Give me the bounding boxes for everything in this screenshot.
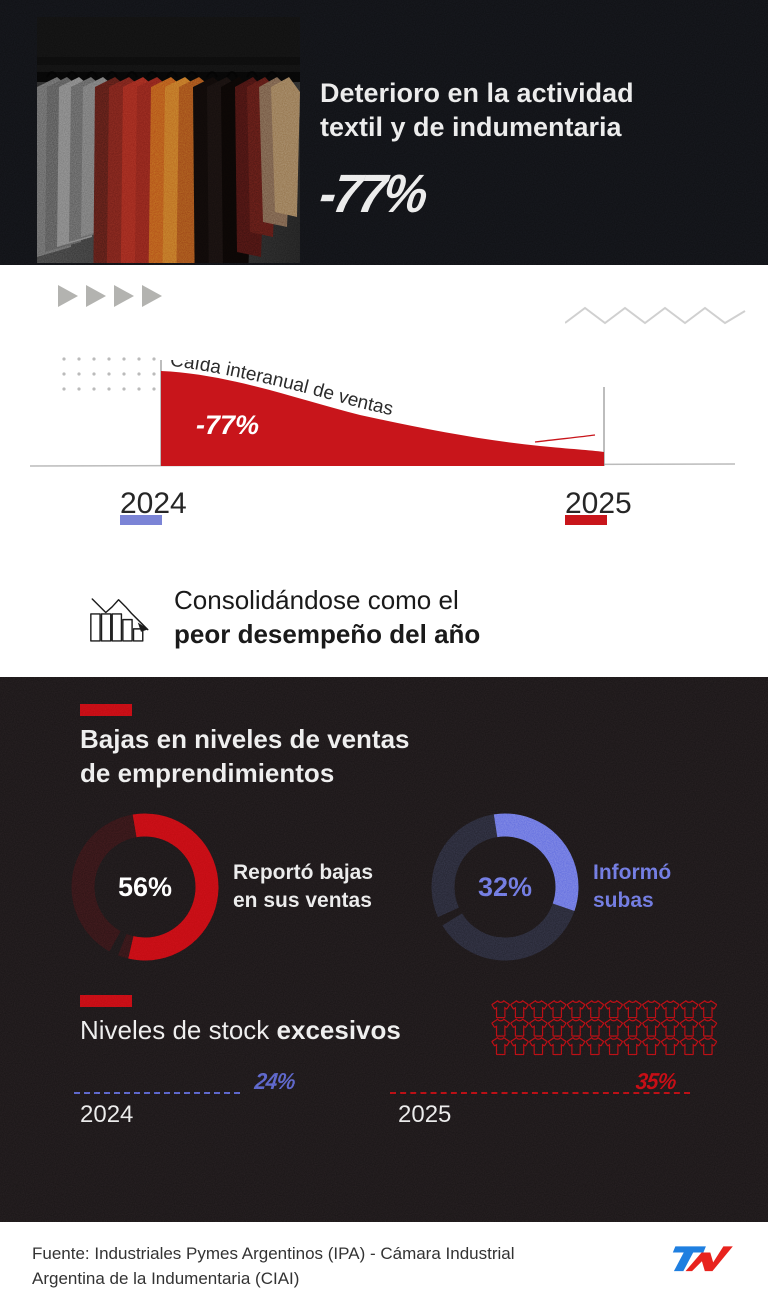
svg-text:32%: 32%	[478, 872, 532, 902]
svg-text:-77%: -77%	[196, 410, 259, 440]
svg-text:56%: 56%	[118, 872, 172, 902]
